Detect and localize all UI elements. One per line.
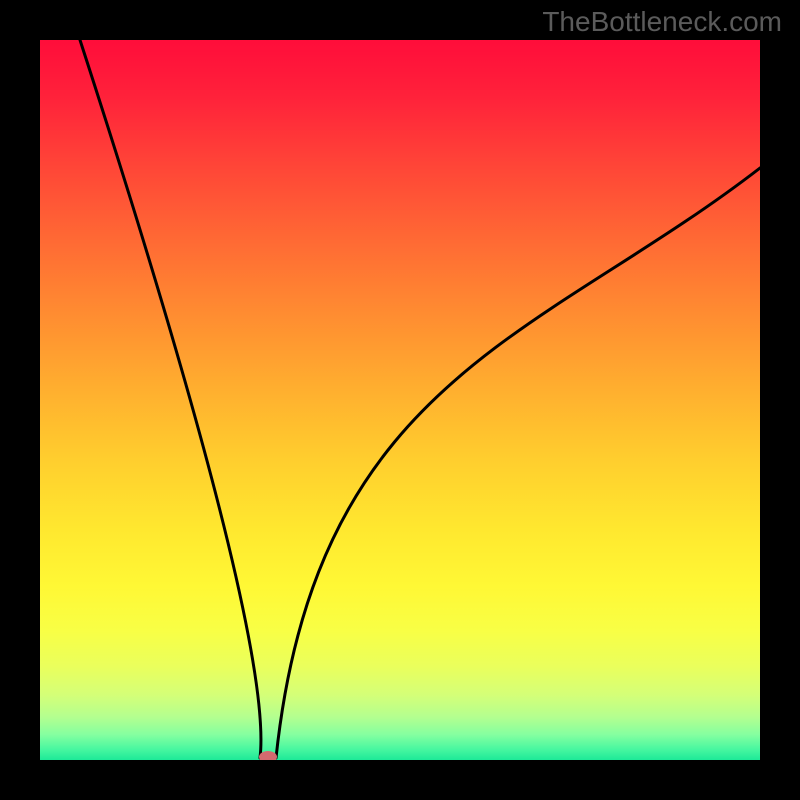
watermark-text: TheBottleneck.com (542, 6, 782, 38)
gradient-background (40, 40, 760, 760)
bottleneck-chart (0, 0, 800, 800)
vertex-marker (259, 751, 277, 763)
